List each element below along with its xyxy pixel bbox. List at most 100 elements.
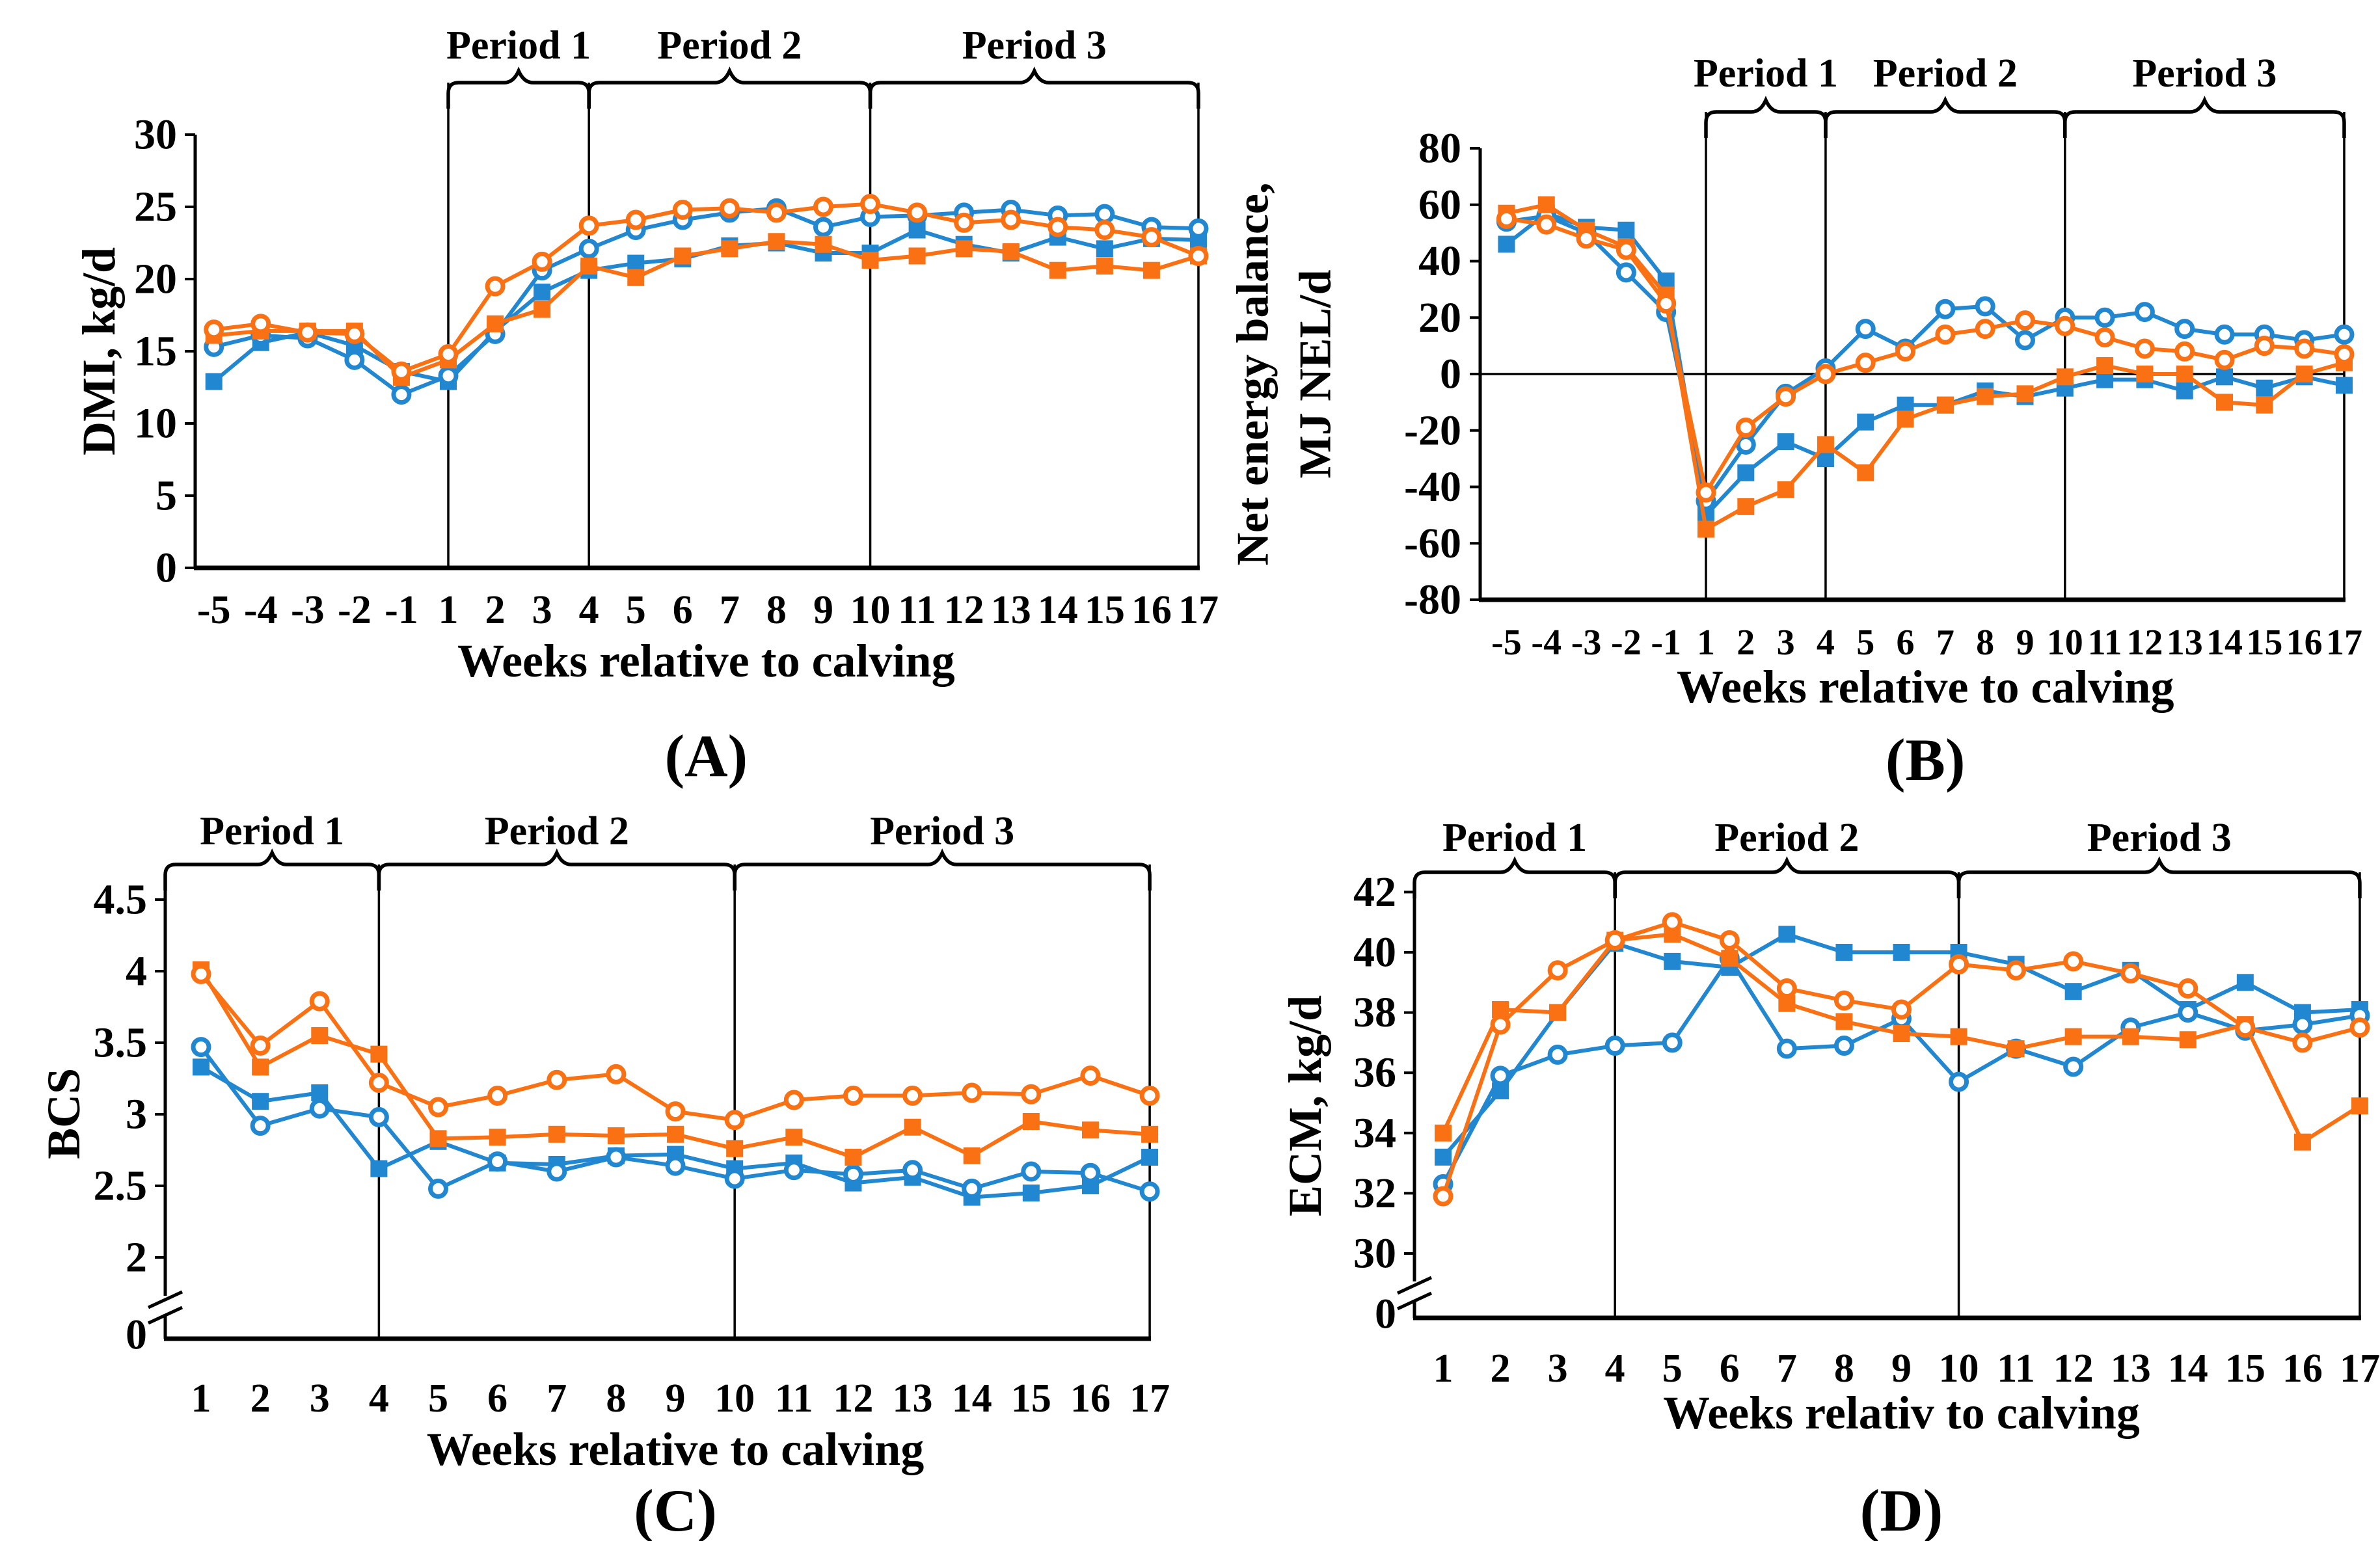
x-tick-label: 2: [1491, 1347, 1511, 1391]
marker-circle: [1490, 1014, 1511, 1035]
y-tick-label: -20: [1404, 407, 1461, 454]
marker-circle: [2214, 324, 2235, 345]
marker-circle: [1139, 1085, 1160, 1106]
series-orange-circle: [204, 194, 1209, 382]
marker-circle: [606, 1064, 627, 1084]
x-tick-label: 11: [1997, 1347, 2035, 1391]
marker-square: [1537, 196, 1555, 213]
x-axis-title: Weeks relative to calving: [427, 1423, 925, 1475]
marker-square: [1778, 926, 1796, 943]
y-tick-label: 15: [134, 328, 177, 375]
marker-circle: [843, 1085, 863, 1106]
marker-circle: [2178, 978, 2198, 999]
marker-circle: [907, 202, 928, 223]
x-tick-label: 8: [1976, 623, 1994, 663]
marker-circle: [1188, 218, 1209, 239]
marker-circle: [606, 1147, 627, 1168]
x-tick-label: -1: [385, 588, 418, 632]
x-tick-label: 13: [2167, 623, 2203, 663]
x-tick-label: -2: [1611, 623, 1642, 663]
marker-circle: [2334, 344, 2355, 365]
marker-square: [627, 269, 645, 286]
marker-square: [845, 1149, 862, 1166]
marker-square: [1857, 413, 1874, 431]
y-tick-label: -60: [1404, 520, 1461, 567]
marker-circle: [2178, 1002, 2198, 1023]
marker-circle: [902, 1160, 923, 1181]
x-axis-title: Weeks relative to calving: [1677, 661, 2174, 713]
x-tick-label: 3: [310, 1376, 330, 1421]
marker-square: [726, 1140, 744, 1157]
x-tick-label: 10: [714, 1376, 755, 1421]
x-tick-label: 2: [250, 1376, 271, 1421]
marker-square: [785, 1129, 803, 1146]
x-tick-label: 6: [487, 1376, 507, 1421]
period-label-1: Period 1: [446, 23, 591, 68]
marker-square: [1498, 235, 1515, 253]
marker-square: [607, 1127, 625, 1144]
x-tick-label: 15: [2246, 623, 2282, 663]
marker-circle: [1935, 324, 1956, 345]
x-tick-label: 17: [1129, 1376, 1170, 1421]
marker-circle: [547, 1069, 567, 1090]
y-tick-label: 36: [1353, 1049, 1396, 1097]
panel-letter-c: (C): [634, 1477, 717, 1541]
marker-square: [2256, 396, 2273, 414]
x-tick-label: 14: [952, 1376, 992, 1421]
marker-circle: [1776, 1038, 1797, 1059]
marker-circle: [391, 384, 412, 405]
x-tick-label: 1: [1697, 623, 1715, 663]
y-axis-title-line1: Net energy balance,: [1228, 182, 1278, 565]
period-label-2: Period 2: [485, 809, 629, 853]
marker-square: [2056, 368, 2074, 386]
marker-square: [674, 247, 692, 265]
marker-circle: [1547, 960, 1568, 981]
x-tick-label: 11: [2088, 623, 2122, 663]
marker-circle: [665, 1155, 686, 1176]
marker-circle: [954, 212, 975, 233]
x-tick-label: -5: [1491, 623, 1522, 663]
series-line-blue-square: [1504, 211, 2346, 517]
marker-circle: [1662, 1032, 1683, 1053]
y-tick-label: 38: [1353, 989, 1396, 1036]
marker-square: [2256, 379, 2273, 397]
marker-circle: [1776, 978, 1797, 999]
marker-circle: [1735, 417, 1756, 438]
marker-square: [1897, 410, 1914, 428]
x-tick-label: -5: [197, 588, 231, 632]
marker-circle: [1094, 204, 1115, 224]
x-tick-label: 16: [1070, 1376, 1111, 1421]
period-bracket-2: [377, 848, 737, 891]
marker-square: [908, 247, 926, 265]
y-tick-label: 32: [1353, 1170, 1396, 1217]
period-bracket-1: [1704, 96, 1828, 138]
marker-square: [1617, 221, 1635, 239]
period-bracket-3: [733, 848, 1152, 891]
marker-square: [2295, 366, 2313, 382]
marker-square: [1435, 1124, 1452, 1142]
marker-circle: [783, 1160, 804, 1181]
marker-circle: [2006, 960, 2027, 981]
x-tick-label: 9: [1891, 1347, 1912, 1391]
x-tick-label: 11: [775, 1376, 813, 1421]
marker-circle: [1188, 245, 1209, 266]
y-tick-label: 3.5: [94, 1019, 148, 1067]
series-line-orange-circle: [211, 202, 1200, 374]
x-tick-label: -2: [338, 588, 372, 632]
marker-circle: [191, 1037, 211, 1058]
marker-circle: [2334, 324, 2355, 345]
marker-circle: [1815, 364, 1836, 384]
marker-circle: [2174, 341, 2195, 362]
period-bracket-2: [1824, 96, 2067, 138]
marker-circle: [344, 349, 365, 370]
marker-circle: [2349, 1017, 2370, 1038]
marker-circle: [962, 1178, 982, 1199]
y-tick-label: 20: [134, 256, 177, 303]
marker-circle: [724, 1168, 745, 1189]
period-bracket-1: [1413, 856, 1617, 898]
x-tick-label: 5: [626, 588, 646, 632]
marker-square: [534, 301, 551, 318]
marker-square: [2064, 1028, 2082, 1045]
